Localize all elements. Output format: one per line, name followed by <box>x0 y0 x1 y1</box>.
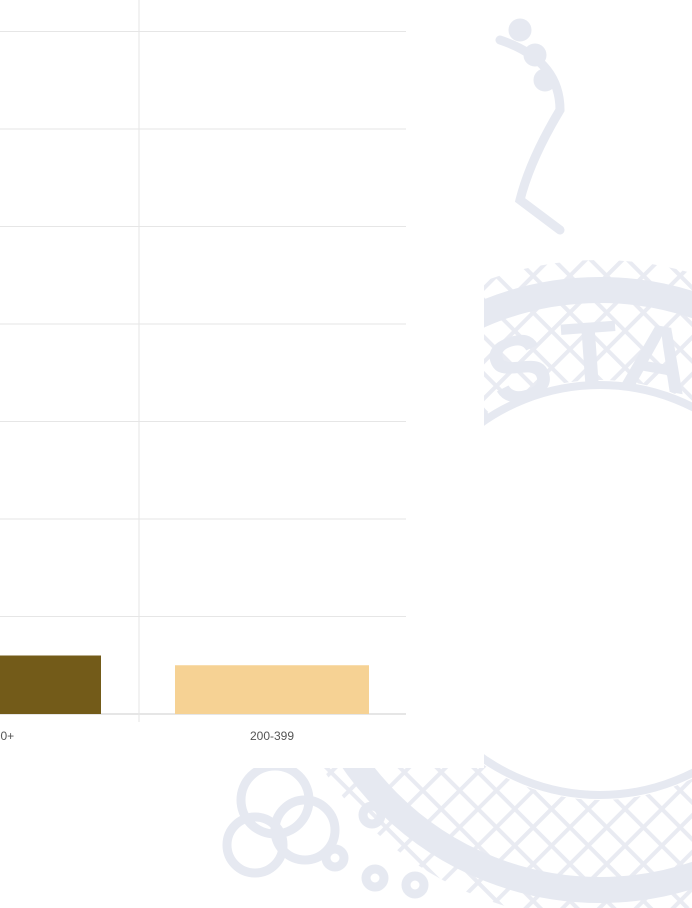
bar-1[interactable] <box>0 655 101 715</box>
chart-panel: 00+ 200-399 <box>0 0 406 743</box>
x-axis-labels: 00+ 200-399 <box>0 729 294 743</box>
rose-emblem <box>222 761 429 899</box>
bar-chart: 00+ 200-399 <box>0 0 406 743</box>
chart-bars <box>0 655 369 715</box>
x-tick-label: 200-399 <box>250 729 294 743</box>
bar-2[interactable] <box>175 665 369 714</box>
chart-grid <box>0 0 406 722</box>
x-tick-label: 00+ <box>0 729 14 743</box>
crown-emblem <box>495 18 565 235</box>
